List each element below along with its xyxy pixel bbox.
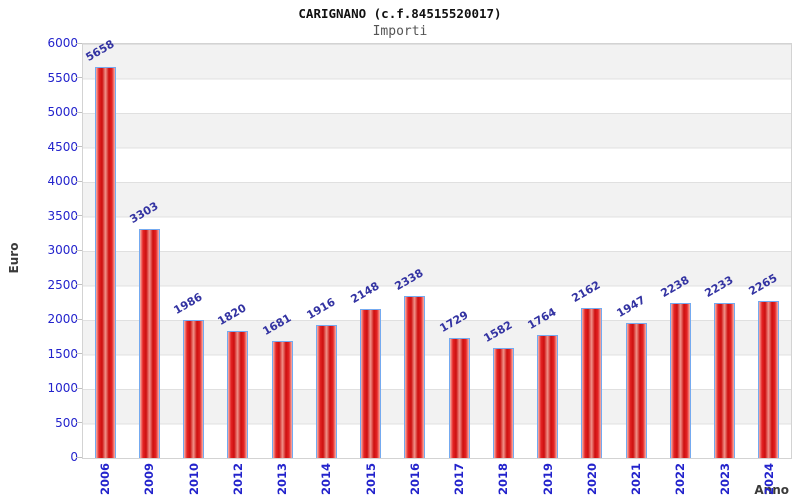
bar-value-label: 2148 (348, 279, 382, 306)
x-category-label: 2006 (98, 462, 113, 496)
bar: 5658 (83, 37, 116, 458)
x-category-label: 2013 (275, 462, 290, 496)
y-tick-label: 500 (55, 415, 78, 430)
bar-slot: 5658 2006 (83, 37, 116, 495)
chart-title: CARIGNANO (c.f.84515520017) (298, 6, 502, 21)
x-category-label: 2010 (186, 462, 201, 496)
bar-value-label: 1582 (481, 318, 515, 345)
y-tick-mark (76, 249, 82, 251)
x-category-label: 2009 (142, 462, 157, 496)
y-tick-label: 1000 (47, 381, 78, 395)
bar-slot: 1681 2013 (260, 44, 293, 495)
bar-slot: 2148 2015 (349, 44, 382, 495)
bar-value-label: 2238 (658, 273, 692, 300)
bar: 2238 (658, 273, 691, 458)
y-tick-label: 4000 (47, 174, 78, 188)
y-tick-label: 0 (70, 450, 78, 464)
bar-value-label: 5658 (83, 37, 117, 64)
bar-slot: 2265 2024 (747, 44, 780, 495)
y-tick-label: 4500 (47, 139, 78, 154)
y-tick-label: 6000 (47, 36, 78, 50)
bar-slot: 1764 2019 (526, 44, 559, 495)
bar-value-label: 2233 (702, 273, 736, 300)
bar-slot: 1916 2014 (304, 44, 337, 495)
x-category-label: 2015 (363, 462, 378, 496)
x-category-label: 2021 (629, 462, 644, 496)
y-tick-label: 3000 (47, 243, 78, 257)
bar: 1916 (304, 295, 337, 458)
y-tick-mark (76, 77, 82, 78)
x-category-label: 2024 (761, 462, 776, 496)
y-tick-mark (76, 180, 82, 182)
y-tick-label: 5500 (47, 70, 78, 85)
bar-value-label: 1729 (437, 308, 471, 335)
bar: 2338 (393, 266, 426, 458)
bar-slot: 2233 2023 (703, 44, 736, 495)
bar: 1820 (216, 302, 249, 458)
bar-value-label: 1986 (171, 290, 205, 317)
x-category-label: 2018 (496, 462, 511, 496)
x-category-label: 2017 (452, 462, 467, 496)
y-tick-label: 2000 (47, 312, 78, 326)
bars: 5658 2006 3303 2009 1986 2010 1820 2012 1681 2013… (83, 37, 791, 495)
bar: 2233 (703, 273, 736, 458)
x-category-label: 2019 (540, 462, 555, 496)
bar-slot: 1729 2017 (437, 44, 470, 495)
x-axis-title: Anno (754, 483, 789, 497)
bar: 2162 (570, 278, 603, 458)
y-tick-label: 5000 (47, 105, 78, 119)
y-tick-label: 3500 (47, 208, 78, 223)
bar: 2148 (349, 279, 382, 458)
bar-slot: 1947 2021 (614, 44, 647, 495)
bar: 1947 (614, 293, 647, 458)
bar: 1729 (437, 308, 470, 458)
bar-value-label: 3303 (127, 199, 161, 227)
y-tick-label: 2500 (47, 277, 78, 292)
bar: 3303 (127, 200, 160, 458)
bar-slot: 1986 2010 (172, 44, 205, 495)
bar-slot: 1820 2012 (216, 44, 249, 495)
y-tick-mark (76, 284, 82, 285)
bar-slot: 1582 2018 (481, 44, 514, 495)
bar: 1986 (172, 290, 205, 458)
bar-value-label: 1820 (215, 301, 249, 329)
x-category-label: 2022 (673, 462, 688, 496)
y-tick-mark (76, 353, 82, 354)
bar-slot: 2162 2020 (570, 44, 603, 495)
bar-slot: 2238 2022 (658, 44, 691, 495)
bar-value-label: 1764 (525, 305, 559, 333)
y-tick-mark (76, 318, 82, 320)
y-tick-mark (76, 422, 82, 423)
bar: 2265 (747, 271, 780, 458)
y-tick-label: 1500 (47, 346, 78, 361)
x-category-label: 2020 (584, 462, 599, 496)
x-category-label: 2016 (407, 462, 422, 496)
y-tick-mark (76, 146, 82, 147)
bar: 1582 (481, 318, 514, 458)
bar-value-label: 1916 (304, 295, 338, 322)
bar-slot: 3303 2009 (127, 44, 160, 495)
x-category-label: 2012 (230, 462, 245, 496)
y-tick-mark (76, 111, 82, 113)
bar: 1764 (526, 306, 559, 458)
bar-value-label: 1947 (614, 293, 648, 320)
y-tick-mark (76, 456, 82, 458)
bar-value-label: 2162 (569, 278, 603, 305)
bar-slot: 2338 2016 (393, 44, 426, 495)
chart-subtitle: Importi (372, 24, 428, 39)
plot-area: 5658 2006 3303 2009 1986 2010 1820 2012 1681 2013… (82, 37, 792, 495)
bar-value-label: 1681 (260, 311, 294, 339)
x-category-label: 2014 (319, 462, 334, 496)
y-tick-mark (76, 215, 82, 216)
bar: 1681 (260, 311, 293, 458)
x-category-label: 2023 (717, 462, 732, 496)
y-tick-mark (76, 387, 82, 389)
bar-value-label: 2265 (746, 271, 780, 298)
y-tick-mark (76, 42, 82, 44)
bar-value-label: 2338 (392, 266, 426, 293)
